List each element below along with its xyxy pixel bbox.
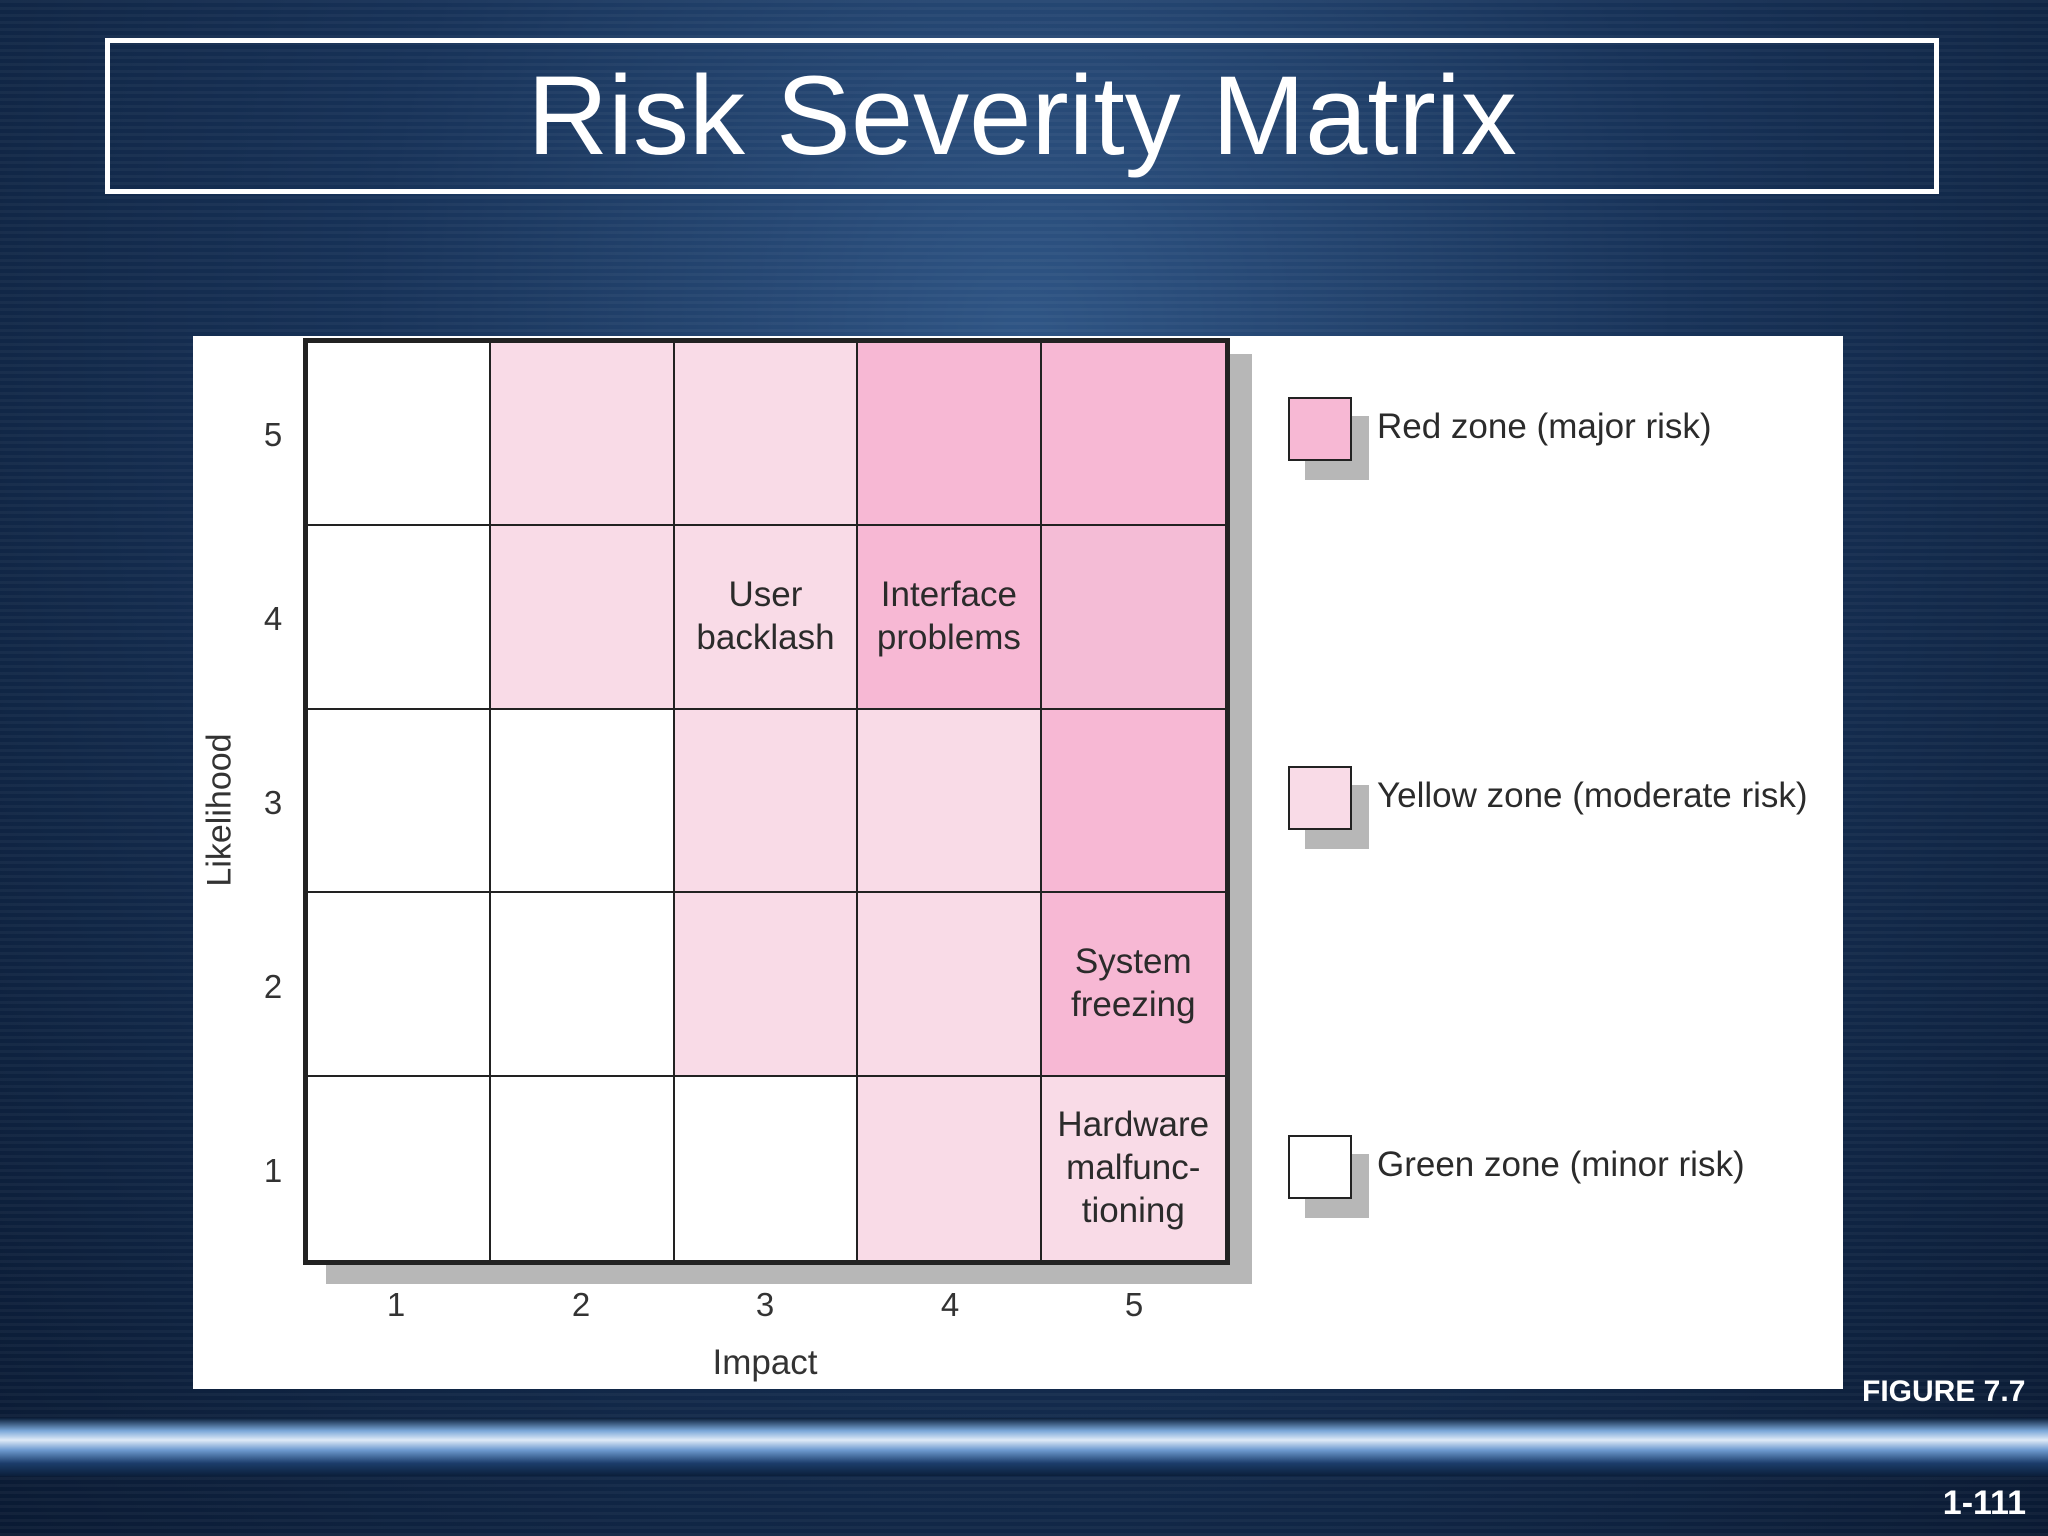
matrix-cell-l4-i3: User backlash: [674, 526, 859, 710]
risk-matrix-grid: User backlash Interface problems System …: [303, 338, 1230, 1265]
matrix-cell-l3-i5: [1041, 709, 1225, 894]
matrix-cell-l1-i3: [674, 1076, 859, 1260]
x-tick-label: 3: [755, 1286, 775, 1323]
y-tick-label: 4: [263, 600, 283, 637]
matrix-cell-l3-i4: [858, 709, 1042, 894]
matrix-cell-l5-i4: [858, 343, 1042, 527]
figure-label: FIGURE 7.7: [1862, 1375, 2026, 1408]
legend-swatch-red: [1288, 397, 1352, 461]
title-box: Risk Severity Matrix: [105, 38, 1939, 194]
matrix-cell-l2-i4: [858, 893, 1042, 1077]
x-tick-label: 4: [940, 1286, 960, 1323]
x-tick-label: 2: [571, 1286, 591, 1323]
matrix-cell-l1-i1: [308, 1076, 492, 1260]
legend-label-red: Red zone (major risk): [1377, 407, 1712, 446]
legend-item-yellow: Yellow zone (moderate risk): [1288, 766, 1848, 856]
x-tick-label: 1: [386, 1286, 406, 1323]
matrix-cell-l5-i1: [308, 343, 492, 527]
matrix-cell-l4-i1: [308, 526, 492, 710]
matrix-cell-l3-i1: [308, 709, 492, 894]
legend-swatch-yellow: [1288, 766, 1352, 830]
bottom-decorative-band: [0, 1418, 2048, 1476]
matrix-cell-l5-i2: [491, 343, 675, 527]
legend-item-green: Green zone (minor risk): [1288, 1135, 1848, 1225]
legend-label-yellow: Yellow zone (moderate risk): [1377, 776, 1808, 815]
y-tick-label: 3: [263, 784, 283, 821]
y-tick-label: 2: [263, 968, 283, 1005]
legend-swatch-green: [1288, 1135, 1352, 1199]
slide-title: Risk Severity Matrix: [527, 53, 1517, 178]
matrix-cell-l4-i2: [491, 526, 675, 710]
legend-label-green: Green zone (minor risk): [1377, 1145, 1745, 1184]
matrix-cell-l2-i3: [674, 893, 859, 1077]
y-tick-label: 5: [263, 416, 283, 453]
y-axis-label: Likelihood: [200, 733, 239, 887]
matrix-cell-l3-i3: [674, 709, 859, 894]
legend-item-red: Red zone (major risk): [1288, 397, 1848, 487]
matrix-cell-l1-i2: [491, 1076, 675, 1260]
matrix-cell-l3-i2: [491, 709, 675, 894]
matrix-cell-l1-i4: [858, 1076, 1042, 1260]
slide-number: 1-111: [1942, 1484, 2026, 1522]
matrix-cell-l4-i4: Interface problems: [858, 526, 1042, 710]
y-tick-label: 1: [263, 1152, 283, 1189]
matrix-cell-l5-i5: [1041, 343, 1225, 527]
matrix-cell-l5-i3: [674, 343, 859, 527]
matrix-cell-l1-i5: Hardware malfunc- tioning: [1041, 1076, 1225, 1260]
matrix-cell-l4-i5: [1041, 526, 1225, 710]
matrix-cell-l2-i1: [308, 893, 492, 1077]
x-axis-label: Impact: [712, 1343, 818, 1382]
x-tick-label: 5: [1124, 1286, 1144, 1323]
matrix-cell-l2-i2: [491, 893, 675, 1077]
matrix-cell-l2-i5: System freezing: [1041, 893, 1225, 1077]
